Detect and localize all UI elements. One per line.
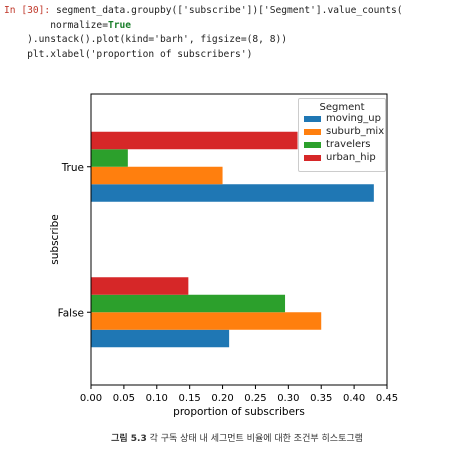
legend-label: suburb_mix xyxy=(326,126,385,137)
y-tick-label: True xyxy=(61,162,84,174)
cell-prompt: In [30]: xyxy=(4,5,51,16)
y-axis-label: subscribe xyxy=(49,214,61,264)
x-tick-label: 0.20 xyxy=(211,393,233,404)
x-tick-label: 0.45 xyxy=(376,393,398,404)
legend-swatch xyxy=(304,155,321,161)
x-tick-label: 0.30 xyxy=(277,393,299,404)
code-line-1: In [30]: segment_data.groupby(['subscrib… xyxy=(4,4,470,19)
legend-swatch xyxy=(304,142,321,148)
y-axis-ticks: False True xyxy=(58,162,91,319)
x-tick-label: 0.05 xyxy=(113,393,135,404)
bar-moving_up-True xyxy=(91,184,374,202)
legend-item: moving_up xyxy=(304,113,385,126)
x-tick-label: 0.35 xyxy=(310,393,332,404)
code-keyword: True xyxy=(107,19,132,31)
bar-travelers-False xyxy=(91,294,286,313)
x-axis-ticks: 0.00 0.05 0.10 0.15 0.20 0.25 0.30 0.35 0.40 0.45 xyxy=(80,385,398,404)
legend-item: urban_hip xyxy=(304,152,385,165)
x-tick-label: 0.00 xyxy=(80,393,102,404)
x-tick-label: 0.40 xyxy=(343,393,365,404)
legend-swatch xyxy=(304,116,321,122)
bar-moving_up-False xyxy=(91,329,230,348)
code-cell: In [30]: segment_data.groupby(['subscrib… xyxy=(4,4,470,62)
legend-item: travelers xyxy=(304,139,385,152)
legend-label: travelers xyxy=(326,139,371,150)
code-line-4: plt.xlabel('proportion of subscribers') xyxy=(4,48,470,63)
bar-urban_hip-True xyxy=(91,131,298,150)
bar-group xyxy=(91,131,374,348)
code-text: segment_data.groupby(['subscribe'])['Seg… xyxy=(50,5,403,16)
code-text: plt.xlabel('proportion of subscribers') xyxy=(4,48,253,60)
code-line-3: ).unstack().plot(kind='barh', figsize=(8… xyxy=(4,33,470,48)
caption-text: 각 구독 상태 내 세그먼트 비율에 대한 조건부 히스토그램 xyxy=(146,434,363,444)
x-tick-label: 0.15 xyxy=(179,393,201,404)
legend-swatch xyxy=(304,129,321,135)
bar-urban_hip-False xyxy=(91,277,189,295)
legend: Segment moving_up suburb_mix travelers u… xyxy=(298,98,386,172)
legend-label: urban_hip xyxy=(326,152,376,163)
bar-suburb_mix-False xyxy=(91,312,322,330)
x-tick-label: 0.25 xyxy=(244,393,266,404)
code-line-2: normalize=True xyxy=(4,19,470,34)
bar-travelers-True xyxy=(91,149,128,167)
y-tick-label: False xyxy=(58,307,84,319)
code-text: ).unstack().plot(kind='barh', figsize=(8… xyxy=(4,34,288,45)
figure-caption: 그림 5.3 각 구독 상태 내 세그먼트 비율에 대한 조건부 히스토그램 xyxy=(0,431,474,444)
x-axis-label: proportion of subscribers xyxy=(173,406,305,418)
legend-item: suburb_mix xyxy=(304,126,385,139)
bar-suburb_mix-True xyxy=(91,166,223,185)
plot-area-frame xyxy=(90,93,388,386)
figure-number: 그림 5.3 xyxy=(111,434,147,444)
legend-label: moving_up xyxy=(326,113,381,124)
code-text: normalize= xyxy=(4,19,108,31)
x-tick-label: 0.10 xyxy=(146,393,168,404)
legend-title: Segment xyxy=(319,102,365,113)
